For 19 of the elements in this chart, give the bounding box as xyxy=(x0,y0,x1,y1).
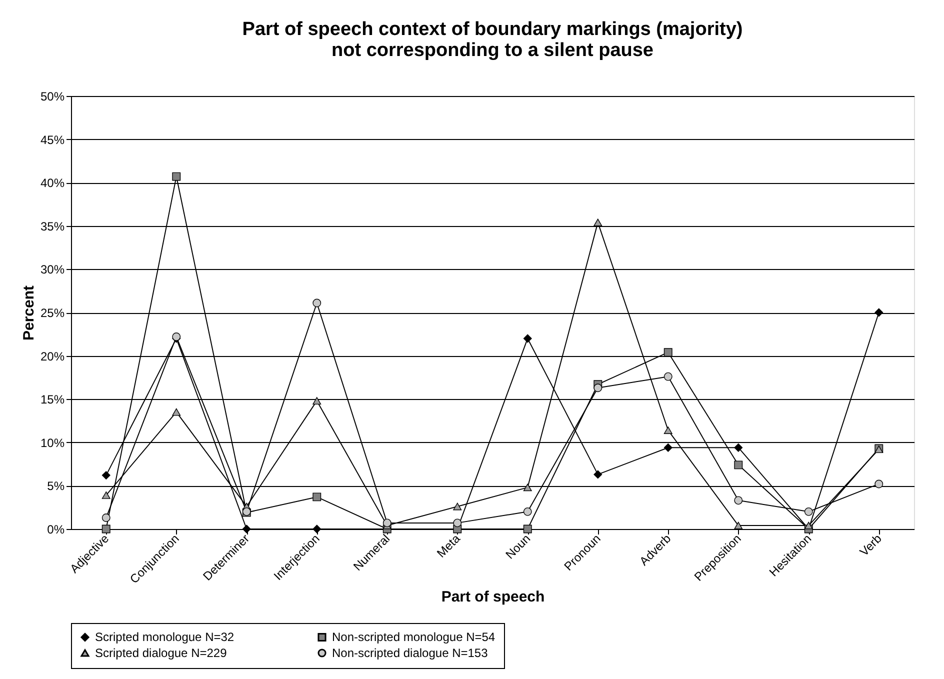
legend-label: Scripted dialogue N=229 xyxy=(95,646,228,660)
legend-label: Non-scripted dialogue N=153 xyxy=(332,646,488,660)
y-tick-label: 30% xyxy=(40,262,65,277)
y-axis-title: Percent xyxy=(20,285,38,341)
y-tick-label: 25% xyxy=(40,306,65,320)
y-tick-label: 45% xyxy=(40,132,65,147)
y-tick-label: 35% xyxy=(40,219,65,234)
legend-label: Non-scripted monologue N=54 xyxy=(332,630,496,644)
y-tick-label: 5% xyxy=(47,479,65,494)
y-tick-label: 20% xyxy=(40,349,65,364)
y-tick-label: 40% xyxy=(40,176,65,190)
chart-title: Part of speech context of boundary markings (majority) not corresponding to a silent pause xyxy=(242,19,743,61)
y-tick-label: 15% xyxy=(40,392,65,407)
y-tick-label: 0% xyxy=(47,522,65,536)
y-tick-label: 50% xyxy=(40,90,65,104)
x-axis-title: Part of speech xyxy=(441,588,545,606)
y-tick-label: 10% xyxy=(40,436,65,450)
legend-label: Scripted monologue N=32 xyxy=(95,630,234,644)
x-tick-label: Verb xyxy=(856,531,885,559)
